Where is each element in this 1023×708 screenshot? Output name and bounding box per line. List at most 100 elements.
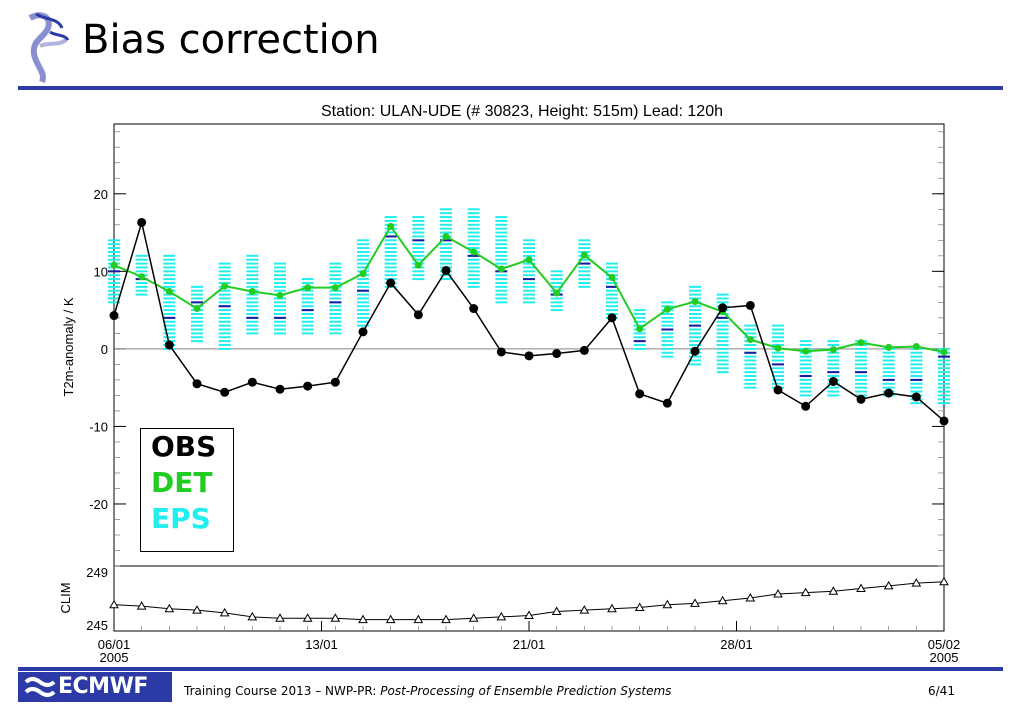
clim-point (219, 607, 230, 617)
obs-point (773, 385, 783, 395)
clim-point (524, 610, 534, 620)
obs-point (856, 394, 866, 404)
clim-point (856, 583, 866, 593)
det-point (580, 251, 588, 259)
det-point (276, 291, 284, 299)
det-point (746, 336, 754, 344)
obs-point (413, 310, 423, 320)
det-point (940, 348, 948, 356)
det-point (221, 282, 229, 290)
obs-point (552, 349, 562, 359)
det-point (193, 305, 201, 313)
clim-point (468, 613, 479, 622)
obs-point (939, 416, 949, 426)
det-point (912, 343, 920, 351)
legend-det: DET (151, 466, 213, 499)
y-tick-label: 0 (101, 342, 108, 357)
obs-point (635, 389, 645, 399)
det-point (774, 344, 782, 352)
clim-point (164, 603, 175, 613)
obs-point (303, 381, 313, 391)
bias-chart: Station: ULAN-UDE (# 30823, Height: 515m… (58, 103, 961, 665)
clim-point (911, 578, 922, 587)
y-tick-label: 20 (94, 187, 108, 202)
y-tick-label: -20 (89, 497, 108, 512)
clim-axis-label: CLIM (58, 582, 73, 613)
clim-point (441, 614, 451, 624)
x-tick-label: 21/01 (513, 637, 546, 652)
legend-obs: OBS (151, 430, 217, 463)
footer-text: Training Course 2013 – NWP-PR: Post-Proc… (184, 684, 671, 698)
legend: OBS DET EPS (140, 428, 234, 552)
det-point (663, 305, 671, 313)
clim-point (800, 587, 811, 597)
obs-point (441, 266, 451, 276)
det-point (359, 270, 367, 278)
clim-point (109, 599, 119, 609)
clim-point (939, 576, 949, 586)
det-point (138, 273, 146, 281)
det-point (304, 284, 312, 292)
x-tick-label: 05/02 (928, 637, 961, 652)
slide-title: Bias correction (82, 17, 380, 63)
obs-point (192, 379, 202, 389)
obs-point (247, 377, 257, 387)
bottom-rule (18, 667, 1003, 671)
det-point (497, 265, 505, 273)
det-point (885, 343, 893, 351)
obs-point (911, 392, 921, 402)
obs-point (275, 384, 285, 394)
clim-point (385, 614, 396, 624)
obs-point (137, 217, 147, 227)
x-tick-sublabel: 2005 (930, 650, 959, 665)
top-rule (18, 86, 1003, 90)
clim-tick-label: 245 (86, 618, 108, 633)
clim-point (192, 605, 202, 614)
det-point (829, 346, 837, 354)
clim-point (358, 614, 368, 624)
clim-point (579, 605, 590, 614)
clim-point (607, 603, 617, 613)
obs-point (801, 401, 811, 411)
clim-point (883, 580, 894, 590)
obs-point (662, 398, 672, 408)
clim-point (496, 611, 507, 621)
obs-point (496, 347, 506, 357)
clim-point (690, 598, 700, 607)
clim-point (330, 613, 341, 622)
obs-point (579, 345, 589, 355)
obs-point (220, 387, 230, 397)
clim-point (136, 601, 147, 610)
det-point (857, 339, 865, 347)
clim-point (717, 595, 728, 605)
ecmwf-logo-text: ECMWF (58, 674, 148, 699)
x-tick-label: 06/01 (98, 637, 131, 652)
chart-title: Station: ULAN-UDE (# 30823, Height: 515m… (321, 103, 723, 120)
page-number: 6/41 (928, 684, 955, 698)
clim-point (275, 613, 285, 622)
det-point (608, 274, 616, 282)
ecmwf-bird-logo (28, 12, 70, 84)
det-point (331, 284, 339, 292)
det-point (636, 325, 644, 333)
clim-point (662, 599, 673, 609)
footer-course-title: Post-Processing of Ensemble Prediction S… (380, 684, 672, 698)
obs-point (884, 388, 894, 398)
obs-point (358, 327, 368, 337)
clim-point (302, 613, 313, 622)
det-point (110, 261, 118, 269)
obs-point (386, 278, 396, 288)
obs-point (164, 340, 174, 350)
clim-point (828, 586, 839, 595)
ecmwf-swirl-icon (24, 677, 56, 697)
obs-point (109, 311, 119, 321)
clim-point (413, 614, 424, 624)
det-point (248, 287, 256, 295)
clim-point (247, 611, 258, 621)
plot-frame (113, 123, 945, 567)
legend-eps: EPS (151, 502, 211, 535)
obs-point (718, 303, 728, 313)
ecmwf-logo: ECMWF (18, 672, 172, 702)
clim-point (745, 592, 756, 602)
det-point (442, 232, 450, 240)
